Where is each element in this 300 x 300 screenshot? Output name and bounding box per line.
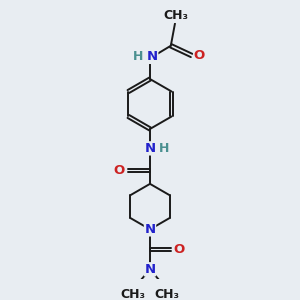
- Text: N: N: [144, 142, 156, 155]
- Text: O: O: [194, 49, 205, 62]
- Text: O: O: [114, 164, 125, 177]
- Text: CH₃: CH₃: [154, 288, 179, 300]
- Text: CH₃: CH₃: [163, 9, 188, 22]
- Text: O: O: [173, 243, 185, 256]
- Text: H: H: [133, 50, 143, 63]
- Text: N: N: [144, 263, 156, 276]
- Text: CH₃: CH₃: [121, 288, 146, 300]
- Text: N: N: [144, 223, 156, 236]
- Text: H: H: [159, 142, 170, 155]
- Text: N: N: [147, 50, 158, 63]
